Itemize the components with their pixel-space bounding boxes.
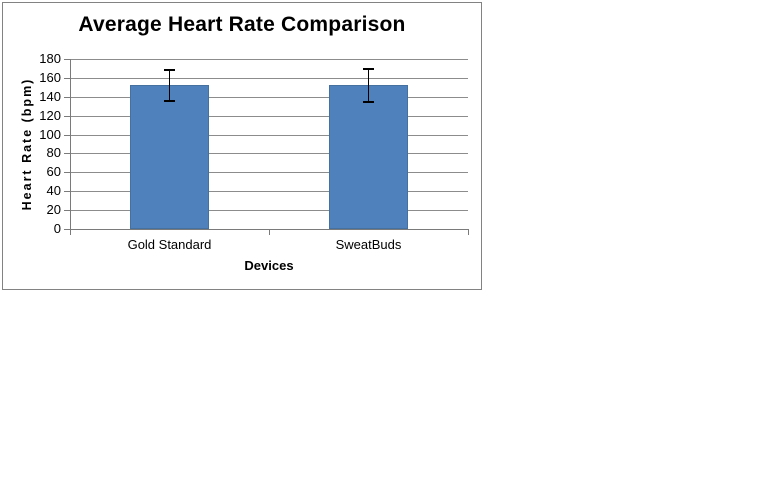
y-tick-80 — [64, 153, 70, 155]
y-tick-label-160: 160 — [39, 69, 61, 85]
gridline-140 — [70, 96, 468, 98]
chart-title: Average Heart Rate Comparison — [78, 13, 406, 36]
y-tick-label-40: 40 — [46, 183, 61, 199]
gridline-120 — [70, 115, 468, 117]
y-tick-label-120: 120 — [39, 107, 61, 123]
x-axis-title: Devices — [244, 258, 294, 273]
y-tick-180 — [64, 59, 70, 60]
error-bar-top-cap-sweatbuds — [363, 68, 374, 71]
y-tick-20 — [64, 210, 70, 212]
error-bar-bottom-cap-sweatbuds — [363, 100, 374, 103]
error-bar-bottom-cap-gold-standard — [164, 99, 175, 102]
gridline-20 — [70, 210, 468, 212]
gridline-80 — [70, 153, 468, 155]
x-tick-0 — [70, 229, 71, 235]
error-bar-top-cap-gold-standard — [164, 69, 175, 72]
gridline-160 — [70, 77, 468, 79]
chart: Average Heart Rate Comparison Heart Rate… — [2, 2, 482, 290]
error-bar-line-gold-standard — [168, 70, 171, 101]
bar-sweatbuds — [329, 85, 408, 229]
y-tick-label-20: 20 — [46, 202, 61, 218]
y-tick-120 — [64, 115, 70, 117]
y-tick-label-60: 60 — [46, 164, 61, 180]
y-tick-40 — [64, 191, 70, 193]
x-tick-1 — [269, 229, 270, 235]
category-label-gold-standard: Gold Standard — [127, 237, 212, 252]
gridline-180 — [70, 59, 468, 60]
y-tick-140 — [64, 96, 70, 98]
y-tick-60 — [64, 172, 70, 174]
y-tick-label-0: 0 — [53, 221, 61, 236]
y-axis-line — [70, 59, 71, 229]
x-tick-2 — [468, 229, 469, 235]
y-tick-100 — [64, 134, 70, 136]
error-bar-line-sweatbuds — [367, 69, 370, 102]
y-tick-label-100: 100 — [39, 126, 61, 142]
gridline-40 — [70, 191, 468, 193]
gridline-100 — [70, 134, 468, 136]
y-tick-label-140: 140 — [39, 88, 61, 104]
bar-gold-standard — [130, 85, 209, 229]
y-tick-0 — [64, 229, 70, 230]
y-tick-label-180: 180 — [39, 51, 61, 66]
gridline-60 — [70, 172, 468, 174]
y-tick-160 — [64, 77, 70, 79]
category-label-sweatbuds: SweatBuds — [335, 237, 402, 252]
y-tick-label-80: 80 — [46, 145, 61, 161]
